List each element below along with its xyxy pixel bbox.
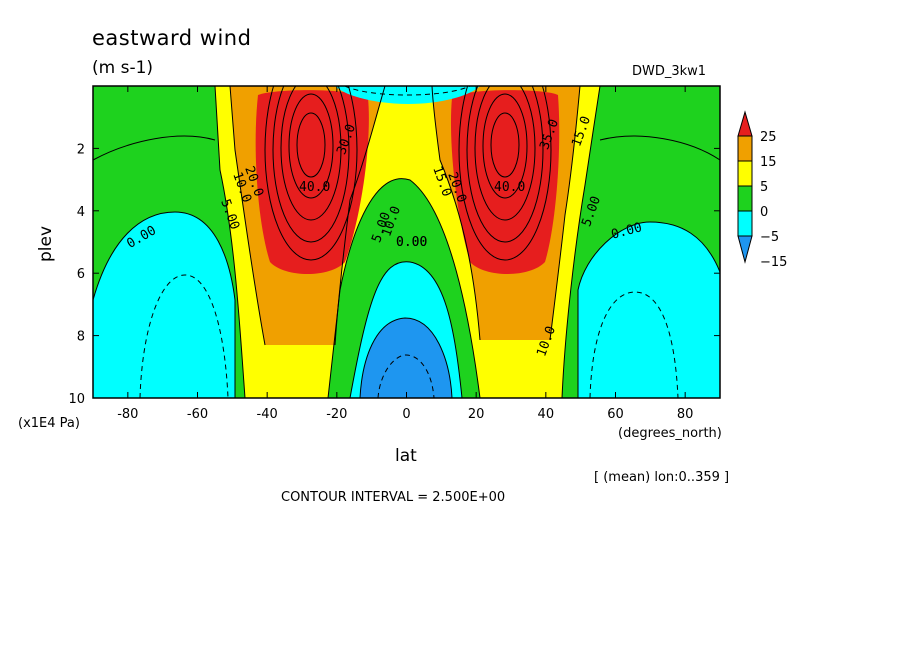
legend-label: 5: [760, 180, 768, 195]
legend-label: 25: [760, 130, 777, 145]
y-tick-label: 4: [77, 205, 85, 220]
legend-label: −5: [760, 230, 779, 245]
fill-pos25-right: [450, 90, 560, 274]
x-tick-label: 20: [468, 407, 485, 422]
contour-label: 0.00: [396, 235, 428, 250]
legend-label: 0: [760, 205, 768, 220]
chart-title: eastward wind: [92, 26, 252, 50]
x-tick-label: -60: [187, 407, 208, 422]
y-tick-label: 2: [77, 142, 85, 157]
x-tick-label: 60: [607, 407, 624, 422]
contour-label: 40.0: [494, 180, 526, 195]
x-tick-label: 80: [677, 407, 694, 422]
contour-lines: [93, 86, 720, 398]
x-axis-unit: (degrees_north): [618, 426, 722, 441]
color-legend: 25 15 5 0 −5 −15: [737, 110, 787, 270]
y-axis-label: plev: [36, 225, 56, 262]
x-tick-label: -40: [257, 407, 278, 422]
model-name: DWD_3kw1: [632, 64, 707, 79]
x-tick-label: 0: [402, 407, 410, 422]
legend-swatch: [737, 135, 753, 162]
legend-label: 15: [760, 155, 777, 170]
contour-fill-layer: [93, 86, 720, 398]
mean-note: [ (mean) lon:0..359 ]: [594, 470, 730, 485]
legend-arrow-top: [737, 110, 753, 137]
negative-contour-lines: [139, 86, 679, 398]
contour-interval: CONTOUR INTERVAL = 2.500E+00: [281, 490, 506, 505]
contour-label: 0.00: [396, 235, 428, 250]
y-tick-label: 6: [77, 267, 85, 282]
x-tick-label: -20: [326, 407, 347, 422]
y-tick-label: 8: [77, 330, 85, 345]
chart-units: (m s-1): [92, 58, 154, 78]
contour-label: 40.0: [299, 180, 331, 195]
x-axis-label: lat: [395, 446, 417, 466]
y-axis-unit: (x1E4 Pa): [18, 416, 80, 431]
y-tick-label: 10: [68, 392, 85, 407]
legend-label: −15: [760, 255, 787, 270]
x-tick-label: 40: [538, 407, 555, 422]
axis-ticks: -80 -60 -40 -20 0 20 40 60 80 2 4 6 8 10: [68, 86, 720, 422]
legend-arrow-bottom: [737, 235, 753, 264]
legend-swatch: [737, 210, 753, 237]
legend-swatch: [737, 160, 753, 187]
x-tick-label: -80: [117, 407, 138, 422]
legend-swatch: [737, 185, 753, 212]
